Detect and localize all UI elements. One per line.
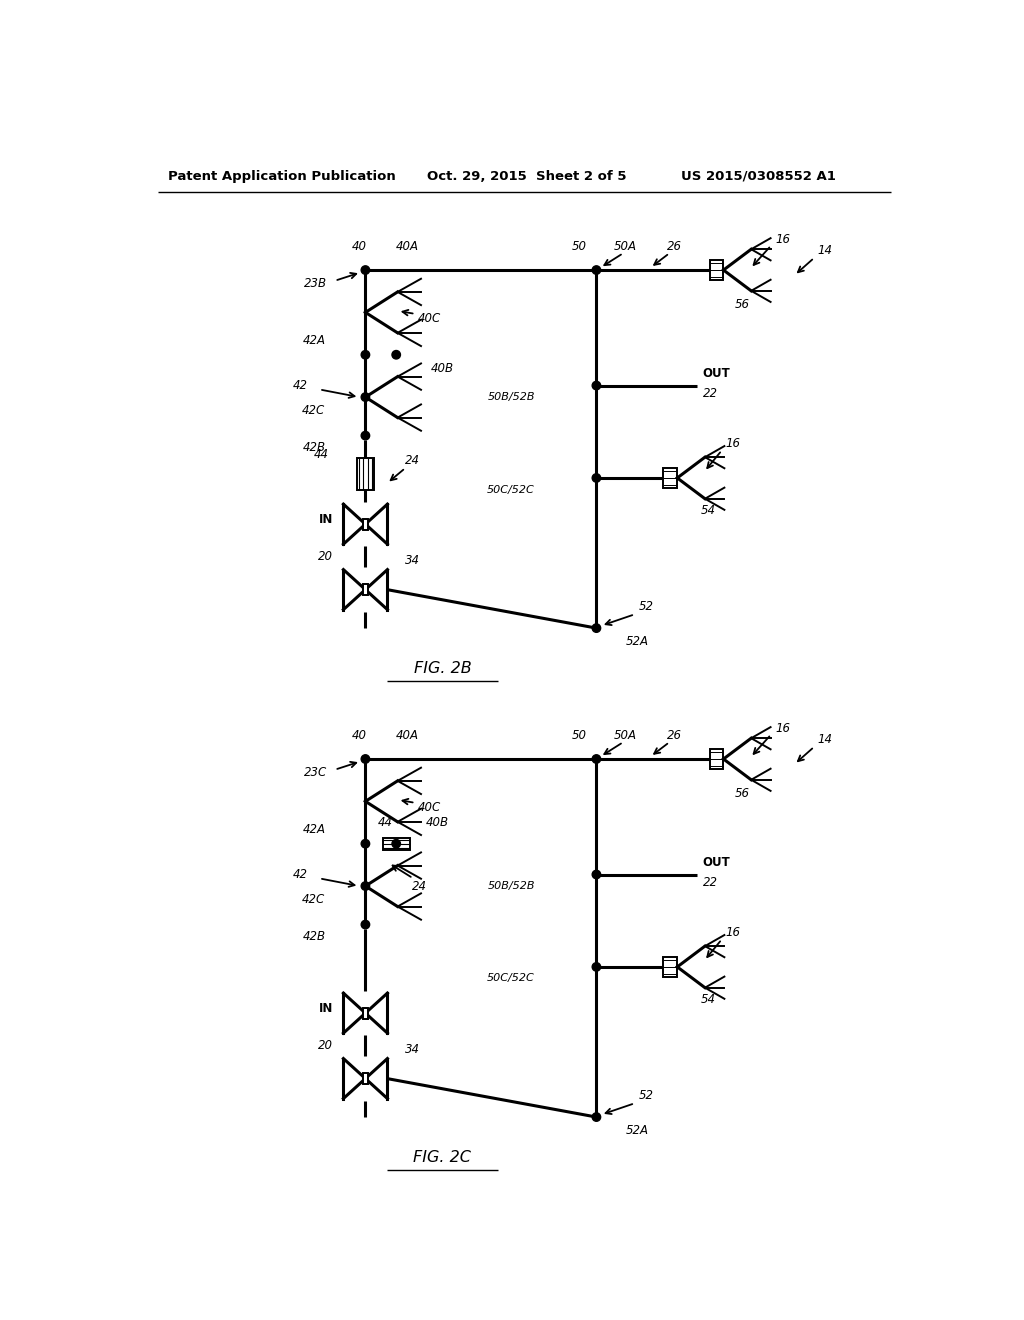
Text: 50A: 50A: [614, 240, 637, 253]
Text: 34: 34: [406, 554, 421, 566]
Circle shape: [592, 265, 601, 275]
Text: 16: 16: [776, 722, 791, 735]
Text: 50C/52C: 50C/52C: [487, 973, 535, 983]
Circle shape: [592, 624, 601, 632]
Circle shape: [592, 870, 601, 879]
Bar: [664, 957, 677, 977]
Bar: [383, 838, 410, 850]
Circle shape: [592, 962, 601, 972]
Circle shape: [361, 755, 370, 763]
Circle shape: [361, 920, 370, 929]
Text: 52: 52: [639, 1089, 653, 1102]
Circle shape: [361, 882, 370, 890]
Text: 50B/52B: 50B/52B: [487, 392, 535, 403]
Text: 44: 44: [313, 449, 329, 462]
Text: 24: 24: [406, 454, 421, 467]
Text: 40C: 40C: [418, 312, 441, 325]
Circle shape: [361, 432, 370, 440]
Bar: [362, 583, 369, 595]
Text: 14: 14: [817, 733, 833, 746]
Circle shape: [361, 393, 370, 401]
Text: 56: 56: [735, 787, 750, 800]
Text: IN: IN: [318, 513, 333, 527]
Text: 14: 14: [817, 244, 833, 257]
Text: 42A: 42A: [302, 824, 326, 837]
Text: 40B: 40B: [425, 816, 449, 829]
Circle shape: [592, 381, 601, 389]
Text: OUT: OUT: [702, 367, 730, 380]
Bar: [710, 260, 724, 280]
Text: 40A: 40A: [396, 240, 419, 253]
Text: 26: 26: [668, 730, 682, 742]
Text: 42: 42: [293, 869, 307, 880]
Text: 16: 16: [725, 925, 740, 939]
Text: 50C/52C: 50C/52C: [487, 484, 535, 495]
Text: US 2015/0308552 A1: US 2015/0308552 A1: [681, 170, 836, 183]
Text: 52A: 52A: [626, 635, 648, 648]
Bar: [710, 748, 724, 770]
Text: 20: 20: [318, 550, 333, 564]
Text: 42C: 42C: [302, 404, 326, 417]
Circle shape: [392, 840, 400, 847]
Text: FIG. 2B: FIG. 2B: [414, 660, 471, 676]
Text: Oct. 29, 2015  Sheet 2 of 5: Oct. 29, 2015 Sheet 2 of 5: [427, 170, 627, 183]
Text: 42B: 42B: [302, 441, 326, 454]
Circle shape: [592, 755, 601, 763]
Text: 52: 52: [639, 601, 653, 612]
Text: 42C: 42C: [302, 894, 326, 907]
Circle shape: [592, 1113, 601, 1121]
Text: 26: 26: [668, 240, 682, 253]
Circle shape: [361, 265, 370, 275]
Text: 50A: 50A: [614, 730, 637, 742]
Text: 44: 44: [378, 816, 392, 829]
Text: 16: 16: [776, 232, 791, 246]
Text: 24: 24: [412, 879, 427, 892]
Bar: [362, 1007, 369, 1019]
Text: 54: 54: [700, 504, 716, 517]
Text: IN: IN: [318, 1002, 333, 1015]
Text: 54: 54: [700, 993, 716, 1006]
Text: 50: 50: [572, 240, 587, 253]
Text: 42B: 42B: [302, 931, 326, 944]
Bar: [362, 519, 369, 529]
Text: 40C: 40C: [418, 801, 441, 814]
Text: 50: 50: [572, 730, 587, 742]
Text: OUT: OUT: [702, 855, 730, 869]
Text: 40: 40: [352, 730, 367, 742]
Text: 40B: 40B: [431, 362, 454, 375]
Text: 22: 22: [702, 875, 718, 888]
Text: 23C: 23C: [304, 767, 327, 779]
Text: 50B/52B: 50B/52B: [487, 880, 535, 891]
Circle shape: [592, 474, 601, 482]
Text: 23B: 23B: [304, 277, 327, 290]
Text: 20: 20: [318, 1039, 333, 1052]
Bar: [356, 458, 374, 490]
Text: FIG. 2C: FIG. 2C: [414, 1150, 471, 1164]
Bar: [664, 467, 677, 488]
Bar: [362, 1073, 369, 1084]
Text: 34: 34: [406, 1043, 421, 1056]
Text: 56: 56: [735, 298, 750, 312]
Text: 52A: 52A: [626, 1125, 648, 1138]
Circle shape: [361, 351, 370, 359]
Text: 22: 22: [702, 387, 718, 400]
Text: 40: 40: [352, 240, 367, 253]
Text: 42: 42: [293, 379, 307, 392]
Text: 40A: 40A: [396, 730, 419, 742]
Text: Patent Application Publication: Patent Application Publication: [168, 170, 395, 183]
Text: 16: 16: [725, 437, 740, 450]
Text: 42A: 42A: [302, 334, 326, 347]
Circle shape: [361, 840, 370, 847]
Circle shape: [392, 351, 400, 359]
